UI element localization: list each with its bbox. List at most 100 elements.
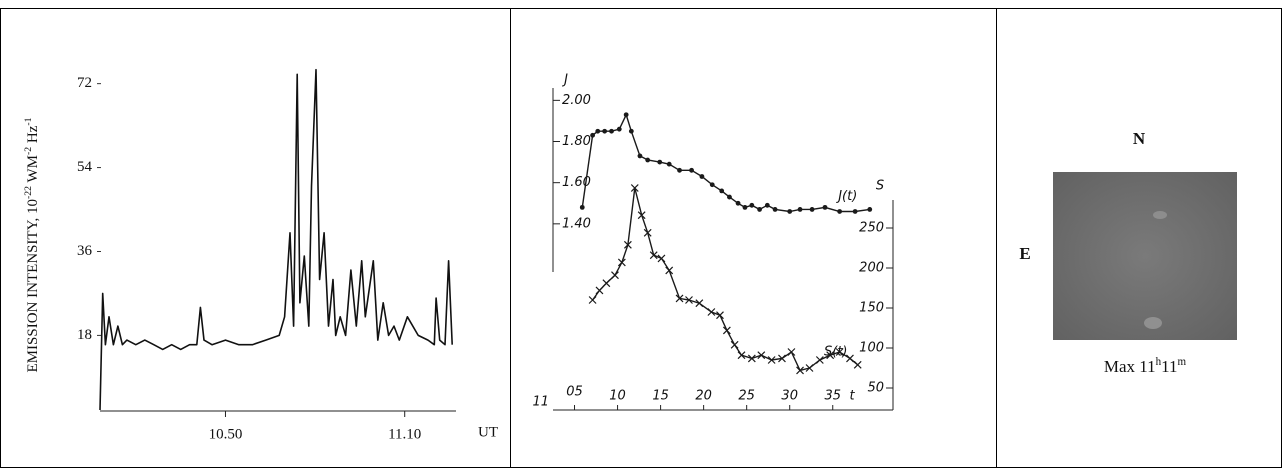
data-point xyxy=(809,207,815,212)
y-axis-label: J xyxy=(561,73,568,88)
y-tick-label: 36 xyxy=(77,243,93,259)
data-point xyxy=(764,202,770,208)
x-axis-label: UT xyxy=(478,424,498,440)
x-tick-label: 20 xyxy=(695,389,712,404)
data-point xyxy=(846,354,854,363)
y-tick-label: 18 xyxy=(77,327,92,343)
data-point xyxy=(727,194,732,200)
bright-spot xyxy=(1144,317,1162,329)
data-point xyxy=(737,351,746,360)
y2-tick-label: 150 xyxy=(859,301,884,316)
y2-tick-label: 100 xyxy=(859,341,884,356)
data-point xyxy=(707,308,716,316)
label-part: EMISSION INTENSITY, 10 xyxy=(25,199,41,372)
data-point xyxy=(579,204,585,210)
data-point xyxy=(787,348,796,356)
label-part: WM xyxy=(25,155,41,186)
data-point xyxy=(853,360,862,369)
series-label: J(t) xyxy=(835,189,857,204)
data-point xyxy=(757,207,762,212)
data-point xyxy=(602,128,608,134)
y-tick-label: 54 xyxy=(77,159,93,175)
x-tick-label: 10.50 xyxy=(209,426,243,442)
data-point xyxy=(778,354,786,363)
data-point xyxy=(637,211,646,220)
data-point xyxy=(815,356,824,364)
data-point xyxy=(767,356,776,364)
data-point xyxy=(649,251,658,260)
data-point xyxy=(747,354,756,363)
superscript: m xyxy=(1178,356,1187,368)
data-point xyxy=(637,153,643,159)
y2-axis-label: S xyxy=(876,179,884,194)
bright-spot xyxy=(1153,211,1167,219)
x-tick-label: 30 xyxy=(781,389,798,404)
data-point xyxy=(595,128,601,134)
x-tick-label: 35 xyxy=(824,389,841,404)
y2-tick-label: 50 xyxy=(867,381,884,396)
y-tick-label: 2.00 xyxy=(562,93,591,108)
data-point xyxy=(805,364,814,372)
data-point xyxy=(797,207,803,212)
data-point xyxy=(617,258,626,267)
data-point xyxy=(657,159,663,165)
data-point xyxy=(749,202,755,208)
x-axis-label: t xyxy=(849,389,855,404)
panel-image: N E Max 11h11m xyxy=(1019,129,1237,376)
y-tick-label: 1.40 xyxy=(562,216,591,231)
data-point xyxy=(867,207,873,212)
data-point xyxy=(835,348,844,356)
data-point xyxy=(719,188,725,194)
data-point xyxy=(665,266,674,275)
data-point xyxy=(657,254,666,263)
x-tick-prefix: 11 xyxy=(532,395,549,410)
data-point xyxy=(772,207,778,212)
panel-js: J 1.40 1.60 1.80 2.00 S 50 100 150 200 250 11 05 10 15… xyxy=(532,73,894,411)
label-part: Hz xyxy=(25,125,41,147)
superscript: -1 xyxy=(23,117,34,125)
y2-tick-label: 250 xyxy=(859,221,884,236)
y2-tick-label: 200 xyxy=(859,261,884,276)
y-axis-label: EMISSION INTENSITY, 10-22 WM-2 Hz-1 xyxy=(23,117,42,372)
data-point xyxy=(623,112,629,118)
data-point xyxy=(611,271,619,280)
data-point xyxy=(722,326,731,335)
data-point xyxy=(645,157,651,163)
data-point xyxy=(677,167,682,173)
superscript: -22 xyxy=(23,186,34,199)
y-tick-label: 1.80 xyxy=(562,134,591,149)
data-point xyxy=(826,351,835,360)
radio-image xyxy=(1053,172,1237,340)
data-point xyxy=(666,161,672,167)
data-point xyxy=(628,128,634,134)
y-tick-label: 72 xyxy=(77,75,92,91)
y-tick-label: 1.60 xyxy=(562,175,591,190)
data-point xyxy=(595,286,604,295)
data-point xyxy=(689,167,694,173)
label-part: 11 xyxy=(1161,357,1177,376)
x-tick-label: 25 xyxy=(738,389,755,404)
data-point xyxy=(852,209,858,214)
data-point xyxy=(730,340,739,349)
data-line xyxy=(581,112,870,213)
data-point xyxy=(643,228,652,237)
data-point xyxy=(616,126,622,132)
data-point xyxy=(822,204,828,210)
data-point xyxy=(685,296,693,304)
data-point xyxy=(623,240,632,249)
data-point xyxy=(675,294,684,303)
series-label: S(t) xyxy=(824,344,848,359)
data-line xyxy=(592,187,859,372)
data-point xyxy=(796,366,804,375)
superscript: h xyxy=(1156,356,1162,368)
north-label: N xyxy=(1133,129,1146,148)
data-point xyxy=(757,351,766,360)
x-tick-label: 15 xyxy=(652,389,669,404)
data-point xyxy=(787,209,793,214)
east-label: E xyxy=(1019,244,1030,263)
data-point xyxy=(735,200,741,206)
data-point xyxy=(716,311,724,320)
data-point xyxy=(699,174,705,179)
x-tick-label: 11.10 xyxy=(388,426,421,442)
data-point xyxy=(590,132,595,138)
